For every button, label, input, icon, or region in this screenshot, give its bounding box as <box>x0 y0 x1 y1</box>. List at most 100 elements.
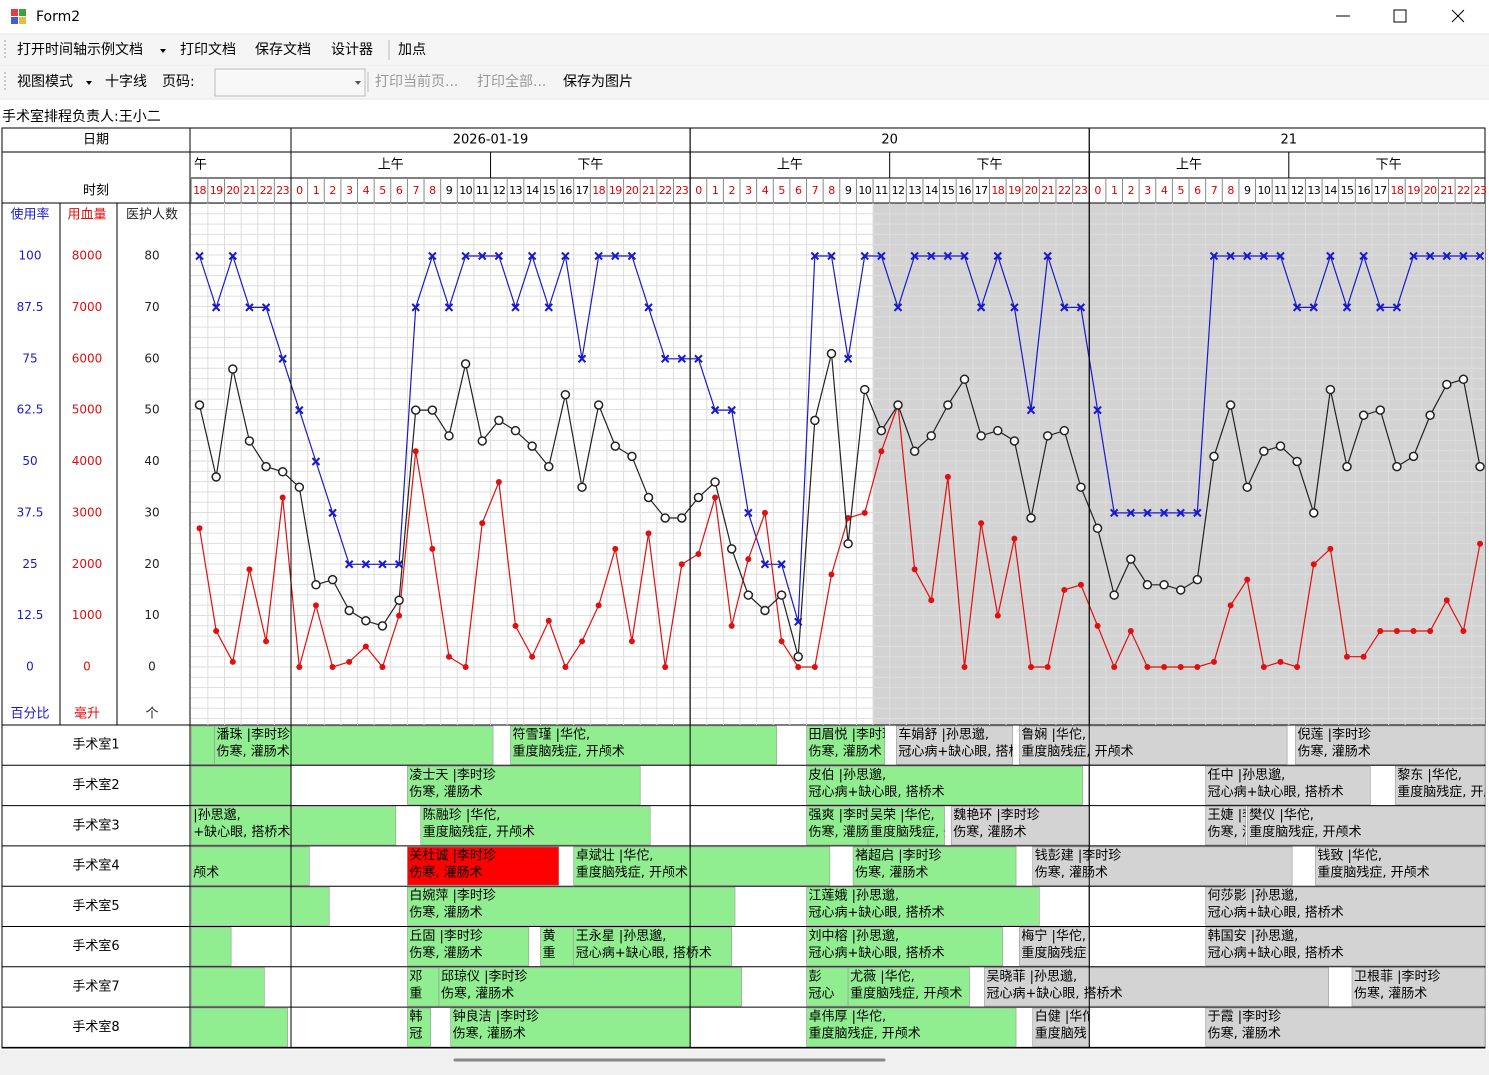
point <box>1226 251 1235 261</box>
y-tick-label: 0 <box>148 660 156 674</box>
point <box>329 664 336 670</box>
point <box>893 303 903 312</box>
point <box>761 509 768 516</box>
print-page-button[interactable]: 打印当前页... <box>375 73 458 90</box>
point <box>1042 431 1053 441</box>
point <box>993 425 1003 436</box>
page-combobox[interactable] <box>214 68 366 97</box>
booking-block <box>852 846 1017 886</box>
booking-block <box>1019 927 1090 967</box>
point <box>1294 664 1301 670</box>
point <box>1244 576 1251 583</box>
save-image-button[interactable]: 保存为图片 <box>563 74 633 90</box>
hour-label: 6 <box>795 184 802 197</box>
menu-item[interactable]: 保存文档 <box>255 42 311 58</box>
booking-block <box>1205 927 1486 967</box>
point <box>1327 545 1334 552</box>
booking-block <box>420 806 651 846</box>
booking-block <box>1246 806 1486 846</box>
menu-item[interactable]: 打开时间轴示例文档 <box>17 41 143 58</box>
hour-label: 18 <box>592 184 605 197</box>
point <box>394 595 404 605</box>
scrollbar[interactable] <box>0 1050 1489 1075</box>
point <box>1409 251 1418 261</box>
room-label: 手术室3 <box>72 817 119 833</box>
point <box>745 556 752 563</box>
hour-label: 1 <box>712 184 718 197</box>
hour-label: 5 <box>778 184 785 197</box>
y-tick-label: 60 <box>144 351 159 365</box>
point <box>1175 585 1186 595</box>
menu-item[interactable]: 设计器 <box>331 42 373 58</box>
hour-label: 13 <box>509 184 522 197</box>
point <box>1028 664 1035 670</box>
booking-block <box>867 806 945 846</box>
menu-item[interactable]: 加点 <box>398 42 426 58</box>
point <box>811 664 818 670</box>
point <box>1161 664 1168 670</box>
hour-label: 5 <box>1178 184 1185 197</box>
room-label: 手术室2 <box>72 777 119 793</box>
point <box>196 525 203 532</box>
point <box>510 425 521 436</box>
point <box>1358 410 1369 421</box>
point <box>428 251 437 261</box>
booking-patient: 卓斌壮 |华佗, <box>576 847 654 863</box>
point <box>529 653 536 660</box>
half-day-label: 午 <box>194 158 207 173</box>
booking-block <box>407 927 530 967</box>
booking-patient: 潘珠 |李时珍 <box>217 728 291 743</box>
point <box>278 354 287 363</box>
point <box>1077 581 1084 588</box>
point <box>394 560 404 569</box>
close-button[interactable] <box>1451 9 1465 23</box>
point <box>261 303 271 312</box>
y-tick-label: 1000 <box>72 608 103 622</box>
booking-block <box>1019 725 1288 765</box>
booking-block <box>1295 725 1486 765</box>
point <box>461 251 470 261</box>
hour-label: 11 <box>1274 184 1287 197</box>
point <box>411 303 420 312</box>
y-tick-label: 12.5 <box>17 608 44 622</box>
hour-label: 18 <box>193 184 206 197</box>
point <box>728 622 735 629</box>
point <box>1009 436 1020 446</box>
booking-procedure: 伤寒, 灌肠术 <box>953 824 1026 840</box>
y-tick-label: 6000 <box>72 351 103 365</box>
hour-label: 19 <box>210 184 223 197</box>
dropdown-arrow <box>86 81 92 85</box>
view-mode-button[interactable]: 视图模式 <box>17 74 73 90</box>
half-day-label: 上午 <box>1176 158 1202 173</box>
point <box>861 509 868 516</box>
point <box>1344 653 1351 660</box>
booking-procedure: 冠心病+缺心眼, 搭桥术 <box>986 985 1122 1001</box>
crosshair-button[interactable]: 十字线 <box>105 74 147 90</box>
point <box>610 441 621 451</box>
point <box>1475 461 1485 472</box>
print-all-button[interactable]: 打印全部... <box>477 73 546 90</box>
hour-label: 15 <box>941 184 954 197</box>
point <box>344 560 354 569</box>
point <box>195 251 204 261</box>
point <box>628 638 635 645</box>
point <box>876 425 887 436</box>
maximize-button[interactable] <box>1393 9 1407 23</box>
y-tick-label: 70 <box>144 300 159 314</box>
booking-procedure: 伤寒, 灌肠术 <box>441 985 514 1001</box>
booking-block <box>806 1007 1017 1047</box>
booking-procedure: 伤寒, 灌肠术 <box>1035 864 1108 880</box>
booking-procedure: 重度脑残症, 开颅术 <box>870 824 982 840</box>
booking-block <box>1315 846 1486 886</box>
y-tick-label: 25 <box>22 557 37 571</box>
menu-item[interactable]: 打印文档 <box>180 41 236 58</box>
hour-label: 13 <box>908 184 921 197</box>
point <box>944 473 951 480</box>
booking-block <box>190 967 265 1007</box>
axis-unit: 个 <box>145 707 158 722</box>
day-label: 2026-01-19 <box>453 133 529 148</box>
point <box>1176 508 1185 518</box>
point <box>1427 628 1434 635</box>
booking-patient: 褚超启 |李时珍 <box>855 848 942 863</box>
booking-block <box>806 927 1004 967</box>
